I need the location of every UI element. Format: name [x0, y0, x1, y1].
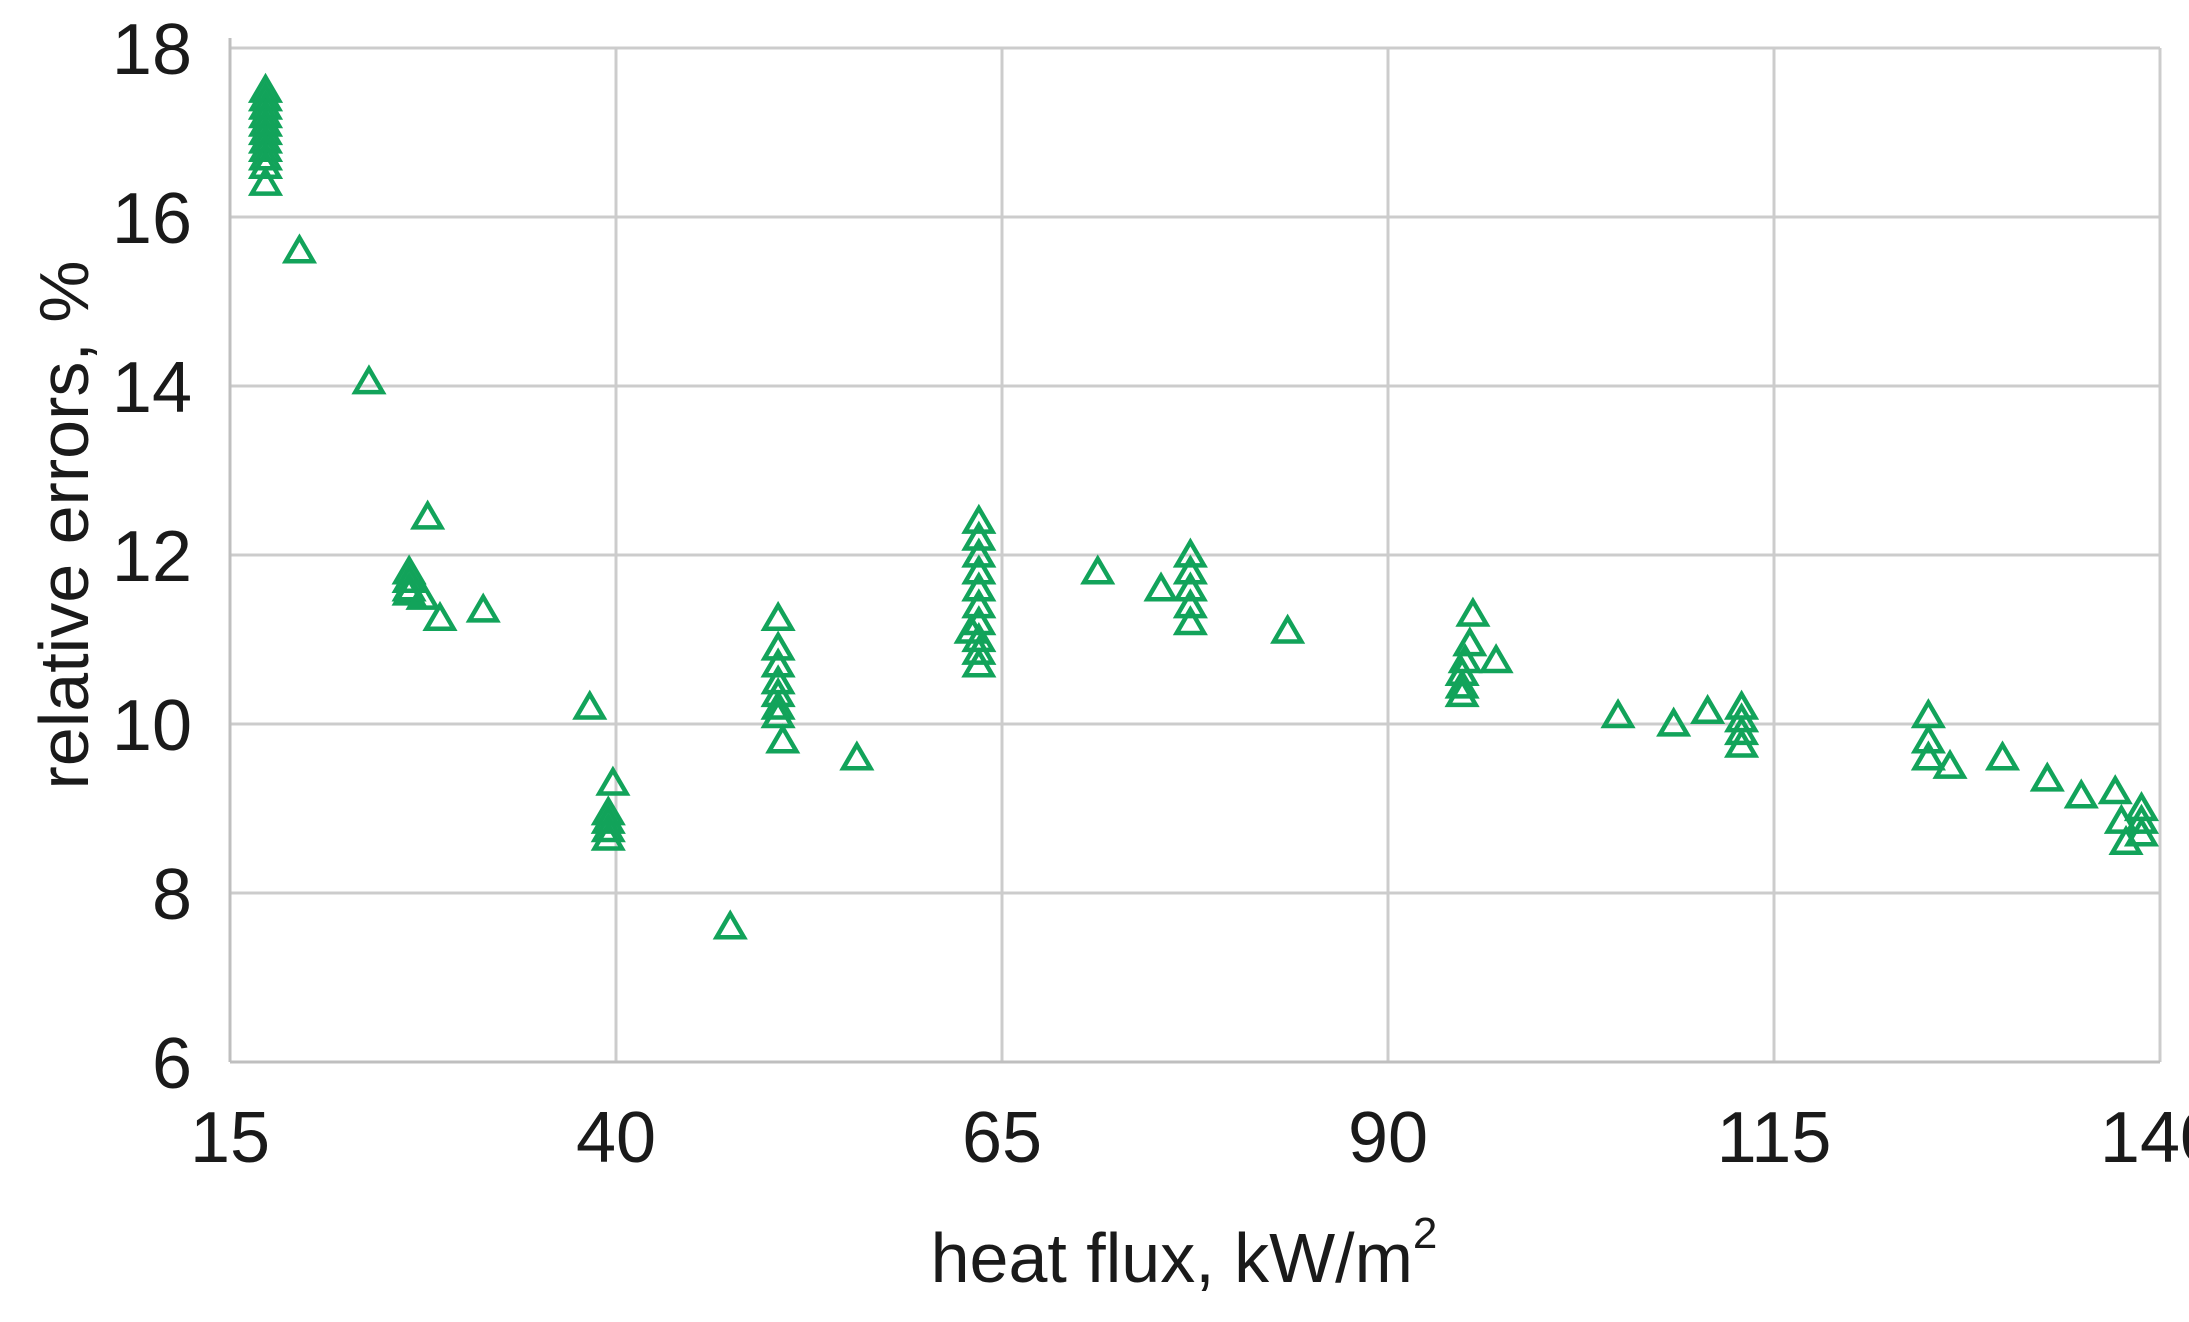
data-point [465, 592, 501, 623]
y-tick-label: 6 [152, 1024, 192, 1104]
data-point [1172, 605, 1208, 636]
data-point [1444, 668, 1480, 699]
data-point [712, 909, 748, 940]
data-point [961, 634, 997, 665]
data-point [961, 537, 997, 568]
data-point [2029, 761, 2065, 792]
data-point [1444, 676, 1480, 708]
grid [230, 46, 2162, 1062]
data-point [760, 600, 796, 632]
data-point [1910, 723, 1946, 754]
data-point [590, 820, 626, 851]
y-tick-label: 16 [112, 179, 192, 259]
x-tick-label: 15 [190, 1098, 270, 1178]
data-point [2123, 816, 2160, 847]
x-axis-label-superscript: 2 [1413, 1209, 1437, 1258]
x-tick-label: 140 [2100, 1098, 2189, 1178]
data-point [1932, 748, 1968, 779]
data-point [765, 723, 801, 754]
data-point [961, 588, 997, 619]
y-tick-label: 8 [152, 855, 192, 935]
y-tick-label: 12 [112, 517, 192, 597]
data-point [1172, 588, 1208, 619]
y-tick-label: 10 [112, 686, 192, 766]
data-point [1478, 643, 1514, 674]
y-axis-label: relative errors, % [25, 260, 103, 789]
data-point [1080, 554, 1116, 585]
data-point [1656, 706, 1692, 737]
x-tick-label: 40 [576, 1098, 656, 1178]
y-tick-label: 14 [112, 348, 192, 428]
data-point [1452, 626, 1488, 657]
x-axis-label-text: heat flux, kW/m [931, 1219, 1413, 1297]
axes [228, 38, 2160, 1064]
data-point [961, 647, 997, 678]
data-point [1910, 740, 1946, 771]
data-point [1724, 714, 1760, 746]
data-point [351, 364, 387, 395]
x-tick-label: 90 [1348, 1098, 1428, 1178]
data-point [1447, 643, 1483, 674]
y-tick-label: 18 [112, 10, 192, 90]
data-point [2108, 824, 2144, 855]
data-points [247, 72, 2160, 940]
data-point [1724, 727, 1760, 758]
data-point [1690, 693, 1726, 724]
data-point [1600, 698, 1636, 729]
data-point [760, 689, 796, 720]
data-point [281, 233, 318, 264]
data-point [1270, 613, 1306, 644]
x-tick-label: 115 [1717, 1098, 1832, 1178]
data-point [760, 647, 796, 678]
data-point [405, 579, 441, 610]
data-point [1143, 571, 1179, 602]
data-point [391, 575, 427, 606]
data-point [760, 698, 796, 729]
data-point [961, 554, 997, 585]
data-point [422, 600, 458, 632]
data-point [247, 131, 284, 163]
x-axis-label: heat flux, kW/m2 [931, 1209, 1438, 1297]
data-point [1910, 698, 1946, 729]
data-point [2123, 803, 2160, 834]
data-point [961, 571, 997, 602]
data-point [247, 148, 284, 179]
data-point [2097, 774, 2133, 805]
x-tick-label: 65 [962, 1098, 1042, 1178]
data-point [595, 765, 631, 796]
tick-labels: 15 40 65 90 115 140 6 8 10 12 14 16 18 [112, 10, 2189, 1178]
data-point [590, 803, 626, 834]
data-point [961, 503, 997, 534]
data-point [1984, 740, 2021, 771]
data-point [961, 520, 997, 551]
data-point [839, 740, 875, 771]
data-point [572, 689, 608, 720]
data-point [1455, 596, 1491, 627]
data-point [1172, 554, 1208, 585]
data-point [961, 605, 997, 636]
data-point [1172, 571, 1208, 602]
data-point [2063, 778, 2099, 809]
data-point [590, 812, 626, 843]
data-point [391, 562, 427, 593]
data-point [247, 165, 284, 196]
data-point [1172, 537, 1208, 568]
data-point [760, 630, 796, 661]
data-point [410, 499, 446, 530]
